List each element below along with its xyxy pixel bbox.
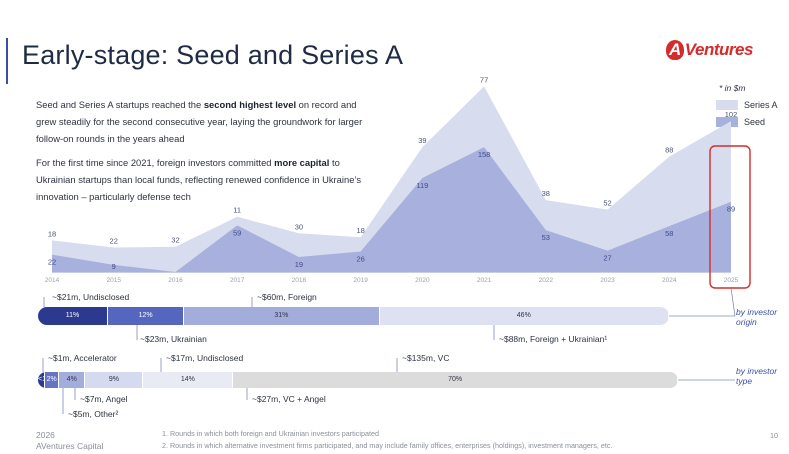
- seed-label-2017: 59: [233, 228, 241, 237]
- x-tick-label-2020: 2020: [415, 277, 430, 284]
- origin-side-label: by investor origin: [736, 307, 778, 327]
- origin-ann-foreign-ukrainian: ~$88m, Foreign + Ukrainian¹: [499, 334, 608, 344]
- paragraph2-bold: more capital: [274, 157, 330, 168]
- highlight-2025-frame: [709, 145, 751, 289]
- seed-label-2024: 58: [665, 229, 673, 238]
- series-a-label-2021: 77: [480, 75, 488, 84]
- seed-label-2014: 22: [48, 258, 56, 267]
- investor-type-bar: <1%2%4%9%14%70%: [38, 372, 678, 388]
- origin-ann-foreign: ~$60m, Foreign: [257, 292, 317, 302]
- x-tick-label-2016: 2016: [168, 277, 183, 284]
- type-side-label: by investor type: [736, 366, 778, 386]
- series-a-label-2015: 22: [110, 237, 118, 246]
- seed-label-2021: 158: [478, 150, 491, 159]
- paragraph1-text-end: on record and grew steadily for the seco…: [36, 99, 363, 144]
- investor-origin-bar: 11% 12% 31% 46%: [38, 307, 669, 325]
- paragraph1-bold: second highest level: [203, 99, 297, 110]
- legend-label-seed: Seed: [744, 117, 766, 127]
- origin-segment-2: 31%: [184, 307, 380, 325]
- type-segment-4: 14%: [143, 372, 234, 388]
- footnote-2: 2. Rounds in which alternative investmen…: [162, 441, 613, 450]
- seed-label-2018: 19: [295, 260, 303, 269]
- legend-label-series-a: Series A: [744, 100, 778, 110]
- paragraph1-text: Seed and Series A startups reached the: [36, 99, 204, 110]
- seed-label-2020: 119: [416, 181, 428, 190]
- series-a-label-2016: 32: [171, 236, 179, 245]
- x-tick-label-2024: 2024: [662, 277, 677, 284]
- type-ann-other: ~$5m, Other²: [68, 409, 119, 419]
- series-a-label-2023: 52: [603, 199, 611, 208]
- logo-letter: A: [666, 40, 684, 60]
- type-ann-vc-angel: ~$27m, VC + Angel: [252, 394, 326, 404]
- type-segment-0: <1%: [38, 372, 52, 388]
- x-tick-label-2017: 2017: [230, 277, 245, 284]
- brand-logo: A Ventures: [666, 40, 753, 60]
- x-tick-label-2022: 2022: [539, 277, 554, 284]
- series-a-label-2018: 30: [295, 222, 303, 231]
- footnote-1: 1. Rounds in which both foreign and Ukra…: [162, 429, 379, 438]
- origin-segment-1: 12%: [107, 307, 185, 325]
- series-a-label-2019: 18: [356, 226, 364, 235]
- legend-swatch-series-a: [716, 100, 738, 110]
- foreign-paragraph: For the first time since 2021, foreign i…: [36, 154, 366, 205]
- x-tick-label-2023: 2023: [600, 277, 615, 284]
- origin-ann-undisclosed: ~$21m, Undisclosed: [52, 292, 130, 302]
- x-tick-label-2025: 2025: [724, 277, 739, 284]
- series-a-label-2025: 102: [725, 110, 738, 119]
- type-segment-3: 9%: [85, 372, 144, 388]
- origin-segment-0: 11%: [38, 307, 108, 325]
- area-chart: 2014 2015 2016 2017 2018 2019 2020 2021 2022 2023…: [45, 75, 751, 289]
- type-ann-angel: ~$7m, Angel: [80, 394, 128, 404]
- x-tick-label-2015: 2015: [106, 277, 121, 284]
- type-segment-1: 2%: [45, 372, 60, 388]
- seed-area: [52, 147, 731, 272]
- x-tick-label-2019: 2019: [353, 277, 368, 284]
- type-segment-2: 4%: [59, 372, 86, 388]
- seed-label-2023: 27: [603, 254, 611, 263]
- series-a-label-2017: 11: [233, 206, 241, 215]
- chart-unit-note: * in $m: [719, 83, 746, 93]
- type-ann-accelerator: ~$1m, Accelerator: [48, 353, 117, 363]
- series-a-area: [52, 86, 731, 272]
- type-ann-vc: ~$135m, VC: [402, 353, 450, 363]
- footer-year: 2026: [36, 430, 55, 440]
- seed-label-2025: 89: [727, 205, 735, 214]
- paragraph2-text: For the first time since 2021, foreign i…: [36, 157, 275, 168]
- seed-label-2019: 26: [356, 254, 364, 263]
- origin-ann-ukrainian: ~$23m, Ukrainian: [140, 334, 207, 344]
- x-tick-label-2018: 2018: [292, 277, 307, 284]
- series-a-label-2024: 88: [665, 146, 673, 155]
- page-number: 10: [770, 431, 778, 440]
- seed-label-2022: 53: [542, 233, 550, 242]
- x-tick-label-2014: 2014: [45, 277, 60, 284]
- type-segment-5: 70%: [233, 372, 678, 388]
- series-a-label-2020: 39: [418, 136, 426, 145]
- conn-chart-to-side: [730, 287, 736, 317]
- series-a-label-2014: 18: [48, 229, 56, 238]
- series-a-label-2022: 38: [542, 189, 550, 198]
- x-tick-label-2021: 2021: [477, 277, 492, 284]
- logo-text: Ventures: [684, 40, 754, 59]
- origin-segment-3: 46%: [379, 307, 669, 325]
- type-ann-undisclosed: ~$17m, Undisclosed: [166, 353, 244, 363]
- footer-company: AVentures Capital: [36, 441, 104, 451]
- page-title: Early-stage: Seed and Series A: [22, 40, 404, 70]
- title-accent-bar: [6, 38, 8, 84]
- seed-label-2015: 9: [112, 262, 116, 271]
- paragraph2-text-end: to Ukrainian startups than local funds, …: [36, 157, 362, 202]
- intro-paragraph: Seed and Series A startups reached the s…: [36, 96, 366, 147]
- legend-swatch-seed: [716, 117, 738, 127]
